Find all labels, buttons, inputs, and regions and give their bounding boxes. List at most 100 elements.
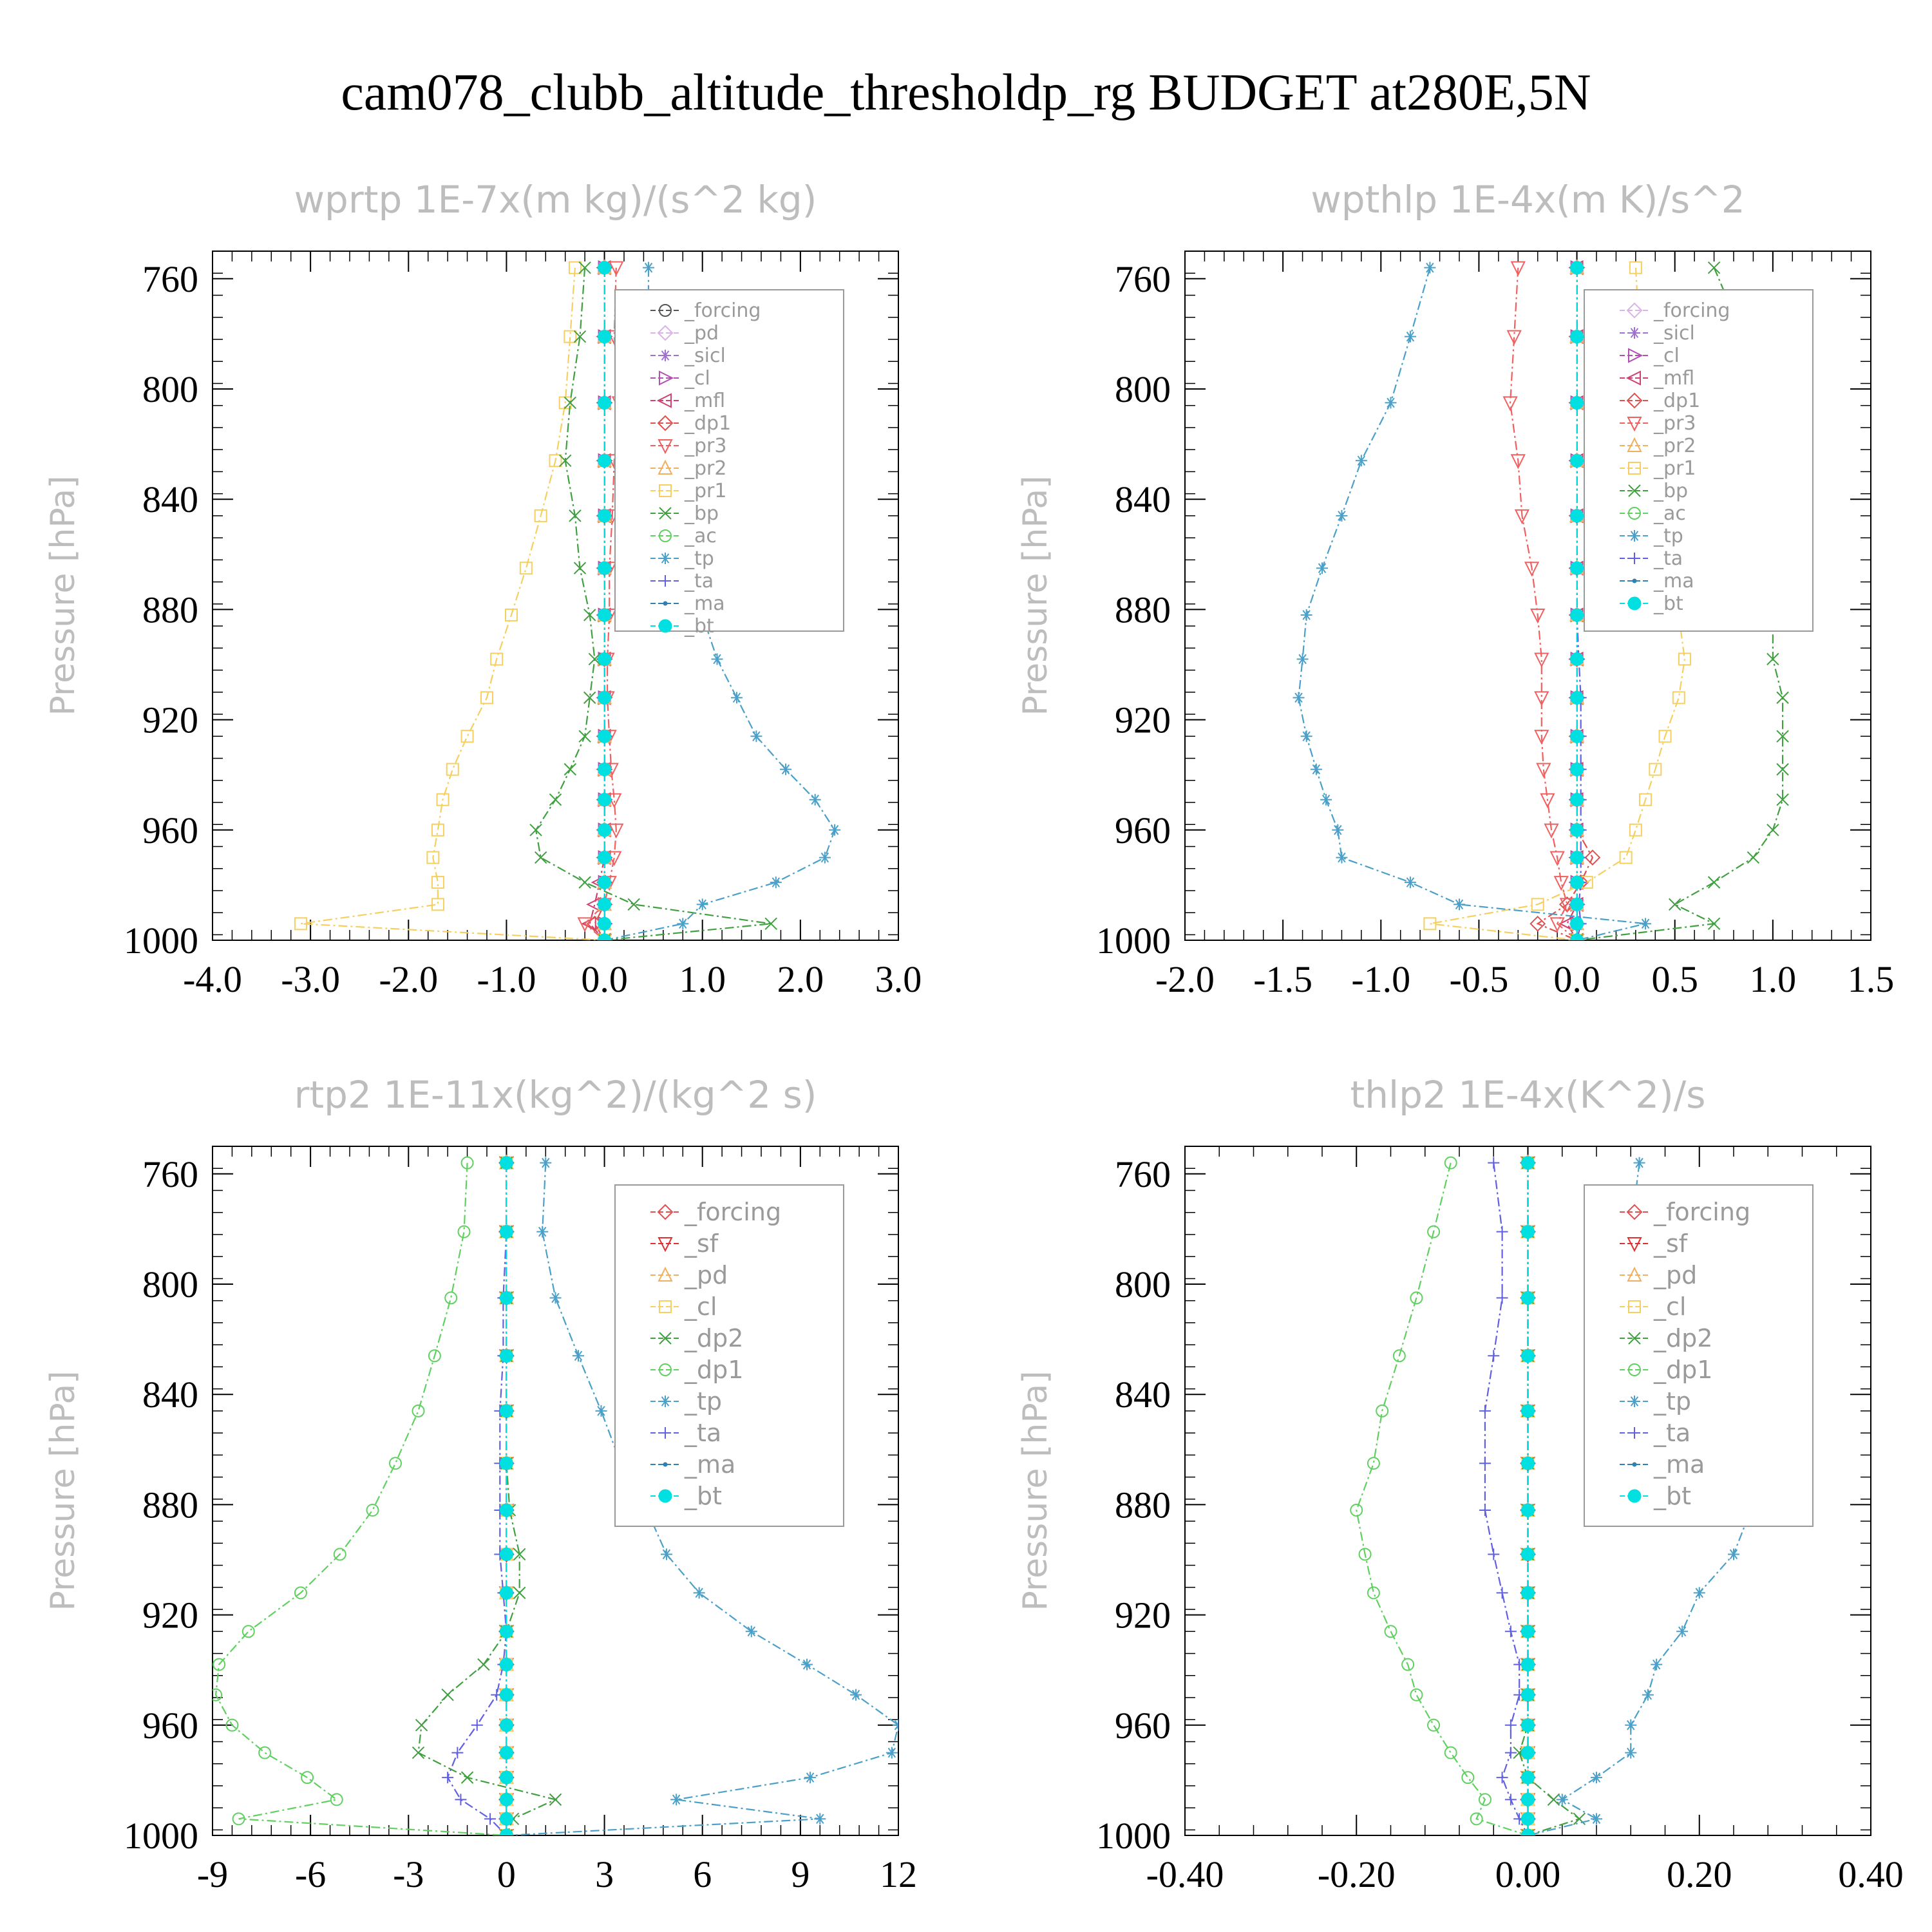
data-point-tp [1300, 609, 1312, 621]
series-line-tp [604, 267, 836, 940]
data-point-tp [1424, 261, 1436, 274]
x-tick-label: -0.40 [1146, 1853, 1224, 1895]
legend-marker [1629, 553, 1640, 564]
y-tick-label: 920 [142, 1595, 198, 1636]
data-point-bp [1707, 876, 1721, 889]
legend-entry: _mfl [1653, 367, 1694, 390]
legend-marker [659, 1363, 672, 1376]
y-tick-label: 880 [1115, 589, 1171, 630]
data-point-tp [809, 793, 821, 806]
legend-entry: _tp [684, 1387, 722, 1416]
data-point-pr3 [1534, 691, 1549, 706]
legend-entry: _ma [1653, 1450, 1705, 1479]
data-point-pr3 [1524, 562, 1540, 577]
y-tick-label: 760 [142, 258, 198, 300]
legend-entry: _bp [1653, 480, 1688, 502]
legend-marker [1627, 1237, 1642, 1253]
legend-marker [659, 1300, 672, 1313]
data-point-bt [1570, 897, 1584, 911]
data-point-bt [598, 652, 612, 666]
data-point-pr1 [1531, 898, 1544, 911]
data-point-bt [499, 1792, 513, 1806]
series-line-dp1 [214, 1162, 507, 1835]
legend-marker [658, 1266, 673, 1282]
legend-marker [1628, 462, 1641, 475]
y-tick-label: 840 [1115, 1374, 1171, 1416]
data-point-tp [660, 1548, 672, 1560]
data-point-bt [1521, 1291, 1535, 1305]
data-point-bp [549, 793, 562, 806]
data-point-ta [442, 1772, 454, 1784]
legend-marker [1626, 392, 1643, 409]
legend-marker [1628, 348, 1643, 363]
data-point-tp [1556, 1794, 1568, 1806]
series-line-dp2 [417, 1162, 558, 1835]
data-point-tp [750, 730, 762, 743]
data-point-dp1 [1427, 1718, 1441, 1732]
data-point-pr1 [519, 562, 533, 575]
data-point-tp [1320, 793, 1332, 806]
data-point-bt [1521, 1456, 1535, 1470]
data-point-bp [534, 851, 547, 864]
data-point-ta [1504, 1719, 1517, 1731]
data-point-tp [540, 1157, 552, 1169]
x-tick-label: 0.00 [1495, 1853, 1561, 1895]
data-point-bt [598, 762, 612, 777]
legend-entry: _forcing [684, 299, 761, 322]
legend-entry: _forcing [1653, 299, 1730, 322]
data-point-dp1 [1350, 1503, 1363, 1517]
data-point-dp2 [1573, 1812, 1586, 1826]
data-point-ta [1479, 1504, 1491, 1516]
data-point-bp [1766, 824, 1779, 837]
legend-marker [1628, 1332, 1641, 1345]
data-point-bt [598, 395, 612, 410]
legend-marker [663, 1462, 668, 1467]
data-point-dp2 [441, 1689, 454, 1701]
legend-marker [1628, 507, 1641, 520]
data-point-dp1 [366, 1503, 379, 1517]
data-point-ta [1488, 1350, 1500, 1362]
data-point-dp1 [213, 1688, 223, 1701]
legend-entry: _ac [684, 525, 717, 547]
data-point-dp1 [1444, 1746, 1457, 1759]
data-point-ta [1496, 1226, 1508, 1238]
legend-marker [1628, 484, 1641, 497]
data-point-dp1 [1470, 1812, 1483, 1826]
data-point-bp [1776, 762, 1789, 776]
legend: _forcing_sicl_cl_mfl_dp1_pr3_pr2_pr1_bp_… [1584, 289, 1814, 632]
data-point-pr3 [577, 917, 592, 933]
data-point-pr1 [505, 608, 518, 621]
data-point-bp [1776, 793, 1789, 806]
data-point-bp [1776, 691, 1789, 705]
legend-entry: _dp1 [684, 1356, 743, 1384]
data-point-dp1 [460, 1156, 474, 1170]
data-point-dp1 [242, 1625, 255, 1638]
legend-marker [1627, 596, 1642, 611]
data-point-bp [1669, 898, 1681, 911]
data-point-bt [1521, 1349, 1535, 1363]
data-point-bt [499, 1225, 513, 1239]
data-point-dp1 [258, 1746, 272, 1759]
legend-entry: _ta [1653, 547, 1683, 570]
y-tick-label: 920 [1115, 1595, 1171, 1636]
y-tick-label: 1000 [124, 920, 198, 961]
data-point-pr1 [1649, 762, 1662, 776]
data-point-bt [1570, 851, 1584, 865]
data-point-bt [499, 1156, 513, 1170]
data-point-bt [1521, 1156, 1535, 1170]
x-tick-label: -3 [393, 1853, 424, 1895]
data-point-ta [455, 1794, 467, 1806]
data-point-dp2 [513, 1548, 526, 1561]
panel-title: wpthlp 1E-4x(m K)/s^2 [1311, 178, 1745, 222]
data-point-dp1 [1392, 1349, 1406, 1363]
data-point-pr1 [534, 509, 547, 522]
data-point-dp2 [477, 1658, 490, 1671]
legend-marker [659, 507, 672, 520]
x-tick-label: 0.40 [1838, 1853, 1904, 1895]
data-point-dp1 [1478, 1793, 1492, 1806]
data-point-bt [1570, 875, 1584, 889]
legend-entry: _dp1 [684, 412, 731, 435]
legend-marker [1627, 417, 1642, 432]
data-point-ta [484, 1813, 497, 1825]
data-point-pr3 [1510, 454, 1526, 469]
